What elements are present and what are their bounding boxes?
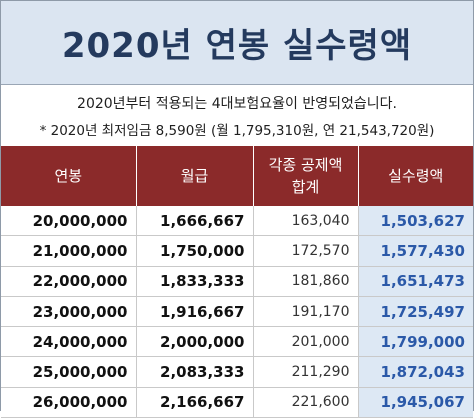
- deductions-cell: 191,170: [253, 296, 359, 328]
- header-annual-salary: 연봉: [1, 146, 137, 206]
- monthly-salary-cell: 2,166,667: [136, 387, 254, 418]
- table-row: 20,000,000 1,666,667 163,040 1,503,627: [1, 206, 473, 237]
- monthly-salary-cell: 2,000,000: [136, 326, 254, 358]
- header-monthly-salary: 월급: [136, 146, 254, 206]
- net-pay-cell: 1,799,000: [358, 326, 473, 358]
- table-row: 23,000,000 1,916,667 191,170 1,725,497: [1, 296, 473, 328]
- monthly-salary-cell: 1,833,333: [136, 266, 254, 297]
- annual-salary-cell: 24,000,000: [1, 326, 137, 358]
- info-note-rates: 2020년부터 적용되는 4대보험요율이 반영되었습니다.: [77, 96, 397, 112]
- salary-table: 연봉 월급 각종 공제액 합계 실수령액 20,000,000 1,666,667 1…: [1, 146, 473, 418]
- deductions-cell: 211,290: [253, 356, 359, 388]
- deductions-cell: 181,860: [253, 266, 359, 297]
- annual-salary-cell: 23,000,000: [1, 296, 137, 328]
- net-pay-cell: 1,651,473: [358, 266, 473, 297]
- deductions-cell: 172,570: [253, 235, 359, 267]
- table-row: 22,000,000 1,833,333 181,860 1,651,473: [1, 266, 473, 297]
- annual-salary-cell: 26,000,000: [1, 387, 137, 418]
- monthly-salary-cell: 1,666,667: [136, 206, 254, 237]
- net-pay-cell: 1,872,043: [358, 356, 473, 388]
- table-row: 26,000,000 2,166,667 221,600 1,945,067: [1, 387, 473, 418]
- monthly-salary-cell: 1,750,000: [136, 235, 254, 267]
- header-net-pay: 실수령액: [358, 146, 473, 206]
- table-header-row: 연봉 월급 각종 공제액 합계 실수령액: [1, 146, 473, 206]
- table-row: 25,000,000 2,083,333 211,290 1,872,043: [1, 356, 473, 388]
- net-pay-cell: 1,725,497: [358, 296, 473, 328]
- annual-salary-cell: 25,000,000: [1, 356, 137, 388]
- deductions-cell: 163,040: [253, 206, 359, 237]
- table-row: 24,000,000 2,000,000 201,000 1,799,000: [1, 326, 473, 358]
- annual-salary-cell: 20,000,000: [1, 206, 137, 237]
- annual-salary-cell: 21,000,000: [1, 235, 137, 267]
- header-total-deductions: 각종 공제액 합계: [253, 146, 359, 206]
- monthly-salary-cell: 1,916,667: [136, 296, 254, 328]
- info-note-minimum-wage: * 2020년 최저임금 8,590원 (월 1,795,310원, 연 21,…: [39, 123, 435, 139]
- deductions-cell: 201,000: [253, 326, 359, 358]
- net-pay-cell: 1,503,627: [358, 206, 473, 237]
- header-total-deductions-label: 각종 공제액 합계: [268, 156, 343, 196]
- deductions-cell: 221,600: [253, 387, 359, 418]
- net-pay-cell: 1,945,067: [358, 387, 473, 418]
- info-box: 2020년부터 적용되는 4대보험요율이 반영되었습니다. * 2020년 최저…: [1, 85, 473, 145]
- title-banner: 2020년 연봉 실수령액: [1, 1, 473, 85]
- net-pay-cell: 1,577,430: [358, 235, 473, 267]
- table-row: 21,000,000 1,750,000 172,570 1,577,430: [1, 235, 473, 267]
- monthly-salary-cell: 2,083,333: [136, 356, 254, 388]
- annual-salary-cell: 22,000,000: [1, 266, 137, 297]
- table-body: 20,000,000 1,666,667 163,040 1,503,627 21,00…: [1, 206, 473, 418]
- page-title: 2020년 연봉 실수령액: [61, 26, 413, 66]
